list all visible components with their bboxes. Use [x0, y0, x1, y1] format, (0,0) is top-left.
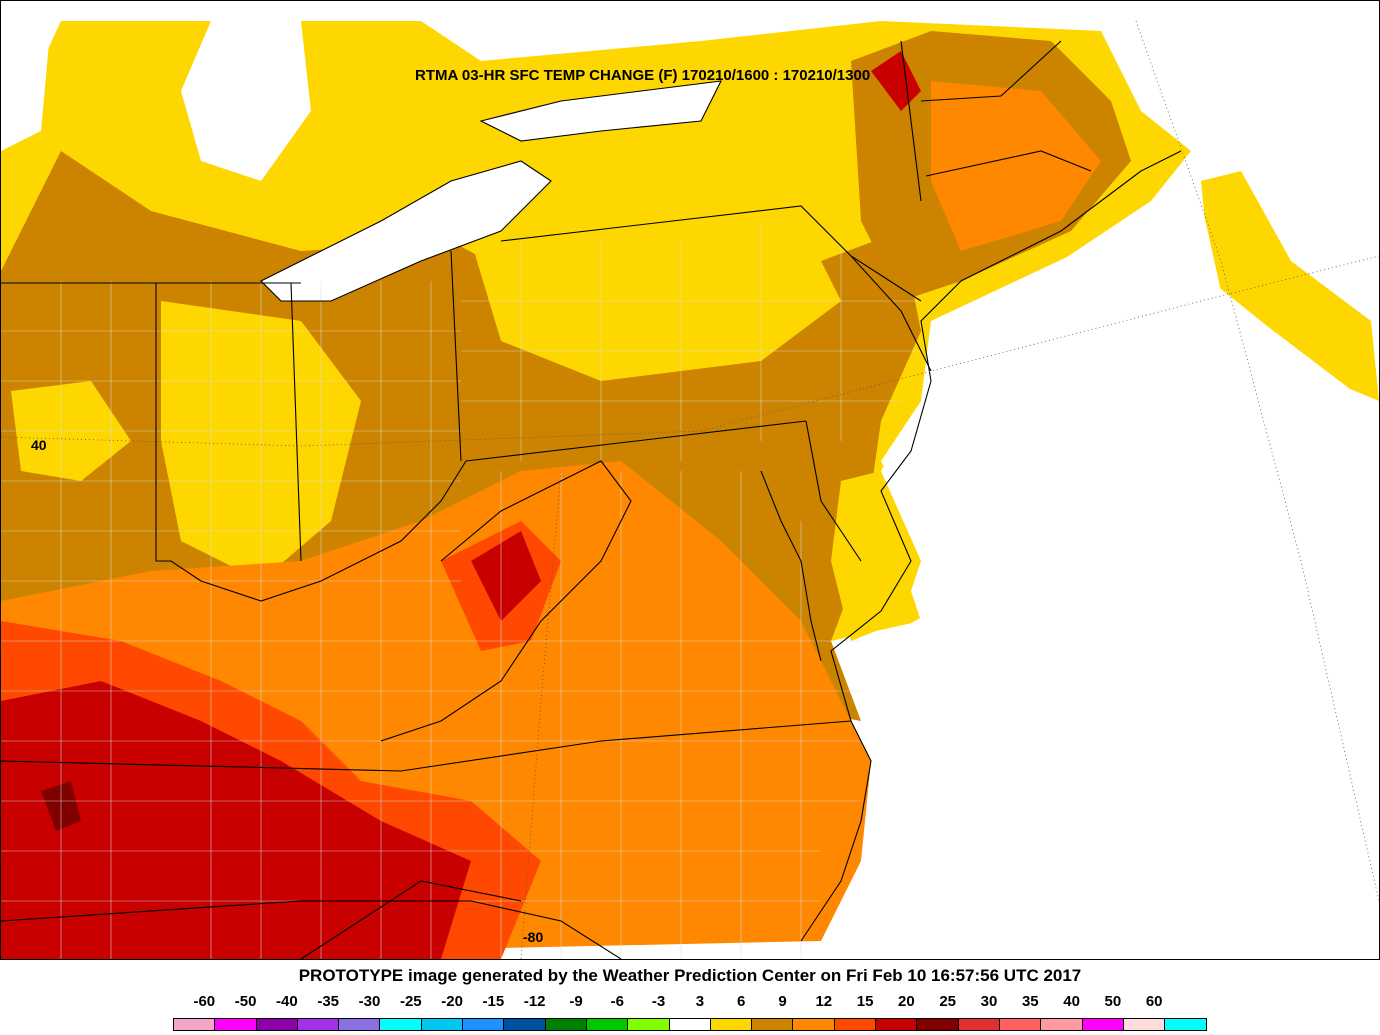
coastline-erie: [260, 160, 552, 302]
legend-swatch: [174, 1019, 216, 1030]
legend-label: -35: [317, 993, 340, 1010]
chesapeake-bay: [760, 470, 822, 662]
lake-huron-area: [181, 21, 311, 181]
legend-swatch: [669, 1019, 711, 1030]
legend-label: 3: [695, 993, 705, 1010]
legend-label: 25: [939, 993, 957, 1010]
latlon-grid: [1, 20, 1379, 959]
legend-swatch: [504, 1019, 546, 1030]
legend-label: -20: [441, 993, 463, 1010]
legend-swatch: [793, 1019, 835, 1030]
map-title: RTMA 03-HR SFC TEMP CHANGE (F) 170210/16…: [415, 67, 871, 84]
legend-swatch: [586, 1019, 629, 1030]
color-fill-layer: [1, 21, 1379, 959]
legend-swatch: [710, 1019, 753, 1030]
fill-yellow-ocean: [1201, 171, 1379, 401]
legend-label: -30: [358, 993, 381, 1010]
legend-swatch: [421, 1019, 464, 1030]
longitude-label: -80: [523, 929, 544, 945]
legend-label: -9: [569, 993, 583, 1010]
border-nj: [850, 255, 932, 372]
border-nc-sc: [470, 900, 622, 959]
legend-label: -60: [193, 993, 216, 1010]
coastline-ontario: [479, 80, 722, 142]
border-penn-md: [465, 420, 807, 462]
fill-orange-newengland: [931, 81, 1101, 251]
legend-swatch: [876, 1019, 918, 1030]
legend-label: -15: [482, 993, 505, 1010]
legend-label: -12: [523, 993, 546, 1010]
legend-swatch: [999, 1019, 1042, 1030]
legend-label: 20: [898, 993, 915, 1010]
legend-label: -25: [399, 993, 422, 1010]
legend-labels: -60 -50 -40 -35 -30 -25 -20 -15 -12 -9 -6 -3 3 6 9 12 15…: [0, 993, 1380, 1013]
border-ohio-penn: [450, 250, 462, 462]
border-ky-tn: [1, 900, 471, 922]
legend-label: 6: [737, 993, 746, 1010]
legend-label: -40: [276, 993, 298, 1010]
legend-color-bar: [173, 1018, 1208, 1031]
border-penn-ny: [500, 205, 922, 302]
county-lines: [1, 221, 921, 959]
fill-red-vermont: [871, 51, 921, 111]
legend-label: -3: [651, 993, 666, 1010]
legend-label: 35: [1021, 993, 1039, 1010]
legend-label: 30: [980, 993, 998, 1010]
atlantic-ocean: [821, 201, 1379, 959]
legend-swatch: [339, 1019, 381, 1030]
legend-label: 12: [815, 993, 833, 1010]
legend-label: 50: [1104, 993, 1122, 1010]
border-ny-vt: [900, 40, 922, 202]
legend-swatch: [1165, 1019, 1207, 1030]
legend-swatch: [752, 1019, 794, 1030]
legend-swatch: [256, 1019, 298, 1030]
coastline-east: [800, 150, 1182, 942]
legend-label: 9: [778, 993, 787, 1010]
legend-swatch: [834, 1019, 877, 1030]
fill-yellow-delmarva: [831, 471, 921, 641]
legend-swatch: [380, 1019, 422, 1030]
legend-swatch: [958, 1019, 1000, 1030]
legend-swatch: [1041, 1019, 1083, 1030]
legend-swatch: [628, 1019, 670, 1030]
latitude-label: 40: [31, 437, 47, 453]
legend-swatch: [463, 1019, 505, 1030]
border-ohio-river: [200, 460, 467, 602]
fill-red-wv: [471, 531, 541, 621]
legend-swatch: [545, 1019, 587, 1030]
border-vt-nh: [920, 40, 1062, 102]
border-nc-tn: [300, 880, 522, 959]
lake-ontario: [481, 81, 721, 141]
legend-swatch: [1123, 1019, 1166, 1030]
temperature-change-map: [1, 20, 1379, 959]
legend-swatch: [215, 1019, 257, 1030]
border-indiana-ohio: [156, 282, 302, 562]
border-va-nc: [1, 720, 852, 772]
state-borders: [1, 40, 1182, 959]
border-ma-ct: [925, 150, 1092, 177]
fill-red-kentucky: [1, 681, 471, 959]
legend-swatch: [1082, 1019, 1124, 1030]
legend-label: -6: [610, 993, 624, 1010]
lake-michigan-area: [1, 21, 51, 151]
legend-label: 60: [1145, 993, 1163, 1010]
legend-label: 15: [856, 993, 874, 1010]
border-illinois-indiana: [1, 282, 202, 582]
map-panel: RTMA 03-HR SFC TEMP CHANGE (F) 170210/16…: [0, 0, 1380, 960]
legend-label: -50: [234, 993, 257, 1010]
border-de: [805, 420, 862, 562]
legend-swatch: [917, 1019, 959, 1030]
footer-credit: PROTOTYPE image generated by the Weather…: [298, 966, 1082, 985]
legend-swatch: [297, 1019, 340, 1030]
lake-erie: [261, 161, 551, 301]
border-wv-va: [380, 460, 632, 742]
legend-label: 40: [1063, 993, 1080, 1010]
